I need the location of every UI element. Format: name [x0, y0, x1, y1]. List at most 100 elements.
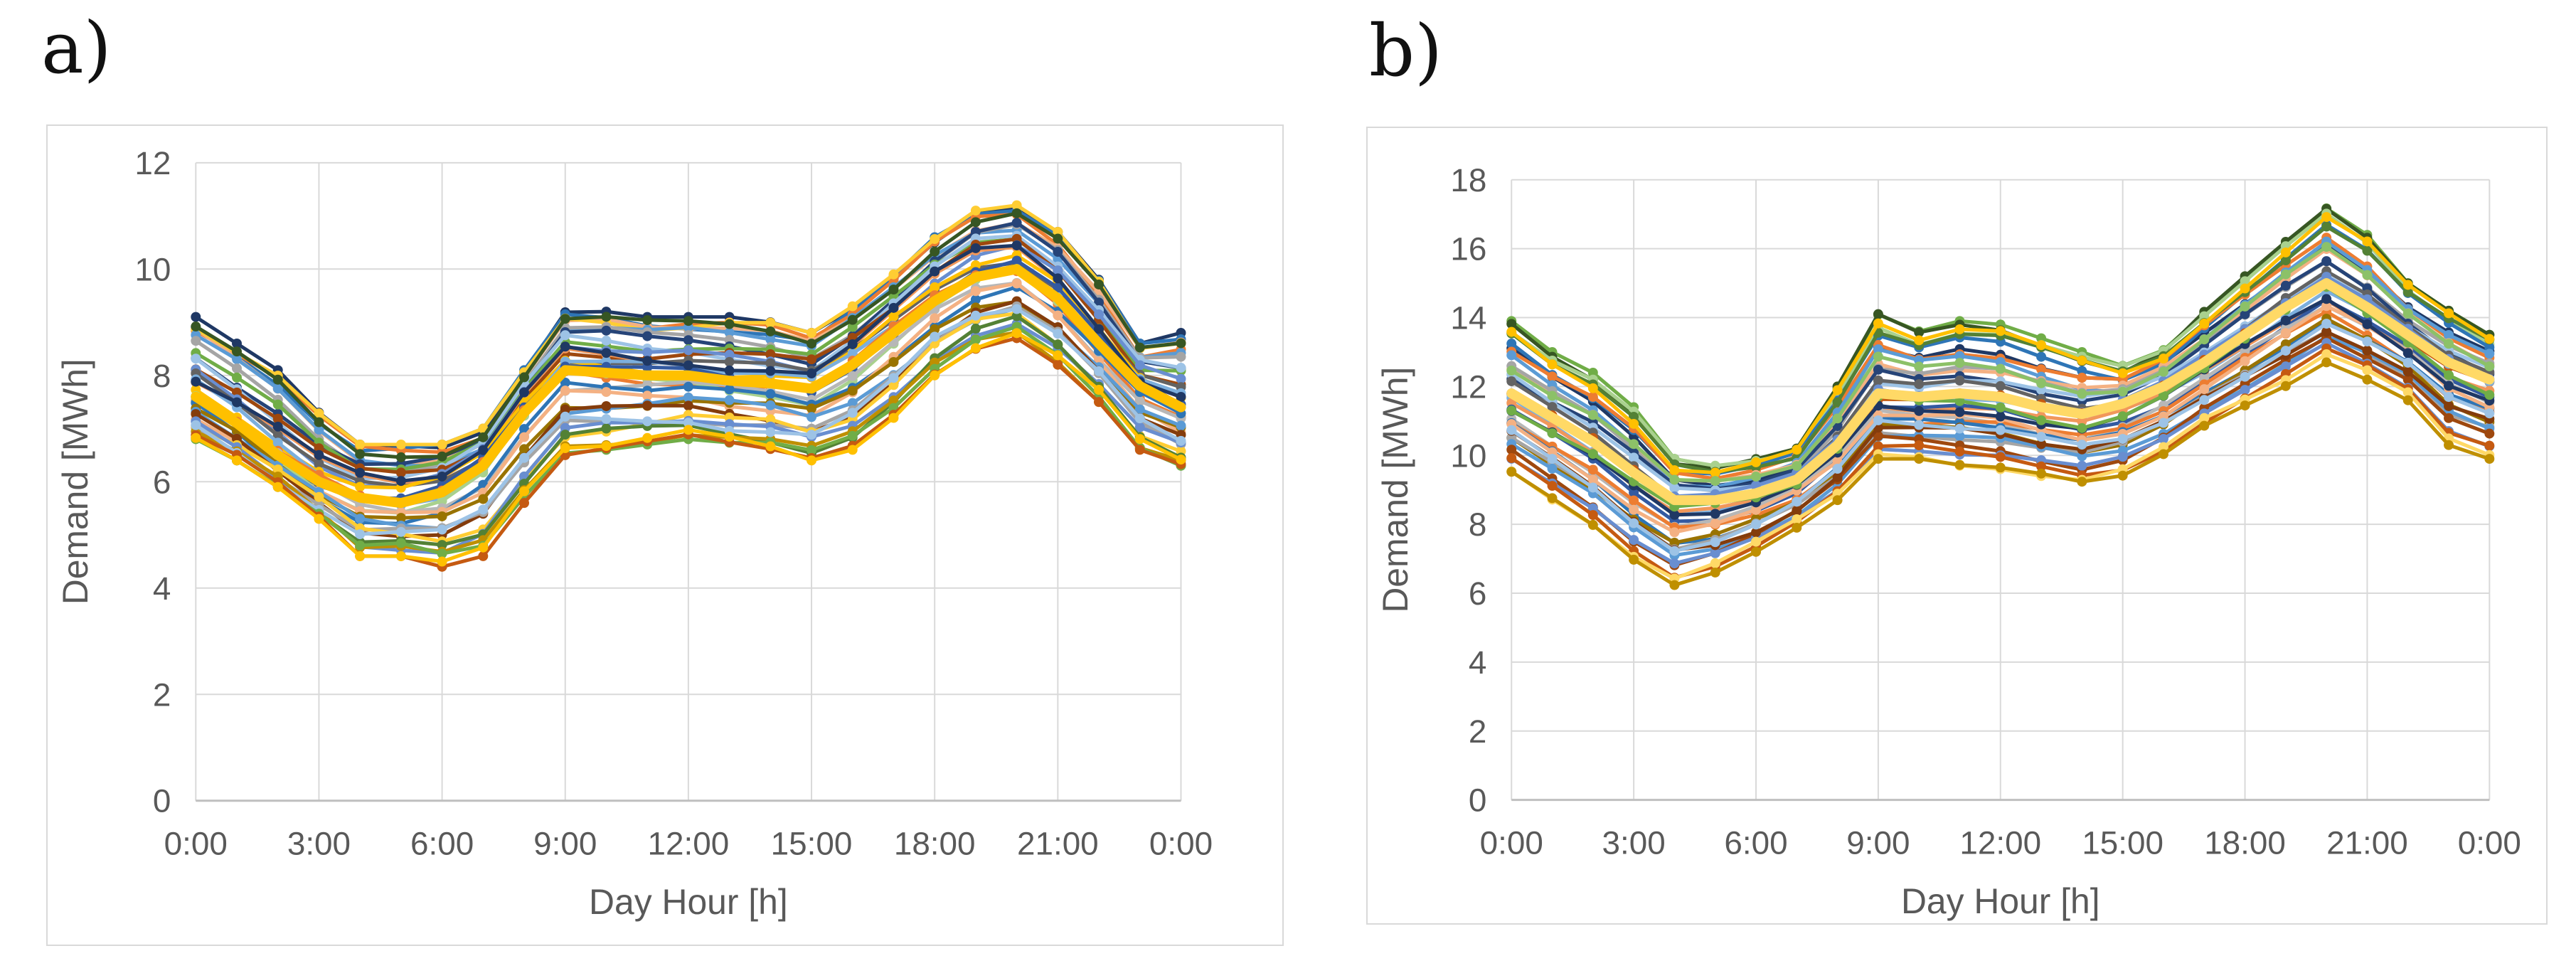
day-series-marker: [1629, 504, 1639, 515]
x-tick-label: 0:00: [164, 825, 228, 861]
day-series-marker: [272, 399, 283, 410]
day-series-marker: [601, 414, 612, 425]
day-series-marker: [2077, 440, 2087, 450]
day-series-marker: [807, 368, 817, 378]
day-series-marker: [191, 432, 201, 443]
day-series-marker: [560, 386, 570, 396]
day-series-marker: [970, 310, 981, 321]
day-series-marker: [1669, 558, 1680, 569]
day-series-marker: [1506, 453, 1517, 463]
day-series-marker: [1506, 339, 1517, 349]
x-tick-label: 21:00: [2326, 824, 2408, 861]
day-series-marker: [314, 425, 324, 435]
x-tick-label: 6:00: [1724, 824, 1787, 861]
day-series-marker: [2199, 334, 2210, 345]
day-series-marker: [1094, 385, 1105, 395]
day-series-marker: [724, 319, 735, 329]
day-series-marker: [1832, 495, 1843, 506]
day-series-marker: [478, 504, 489, 515]
day-series-marker: [355, 551, 366, 561]
day-series-marker: [2321, 212, 2332, 223]
mean-series-line: [191, 264, 1186, 509]
x-tick-label: 0:00: [1480, 824, 1543, 861]
day-series-marker: [1669, 580, 1680, 590]
day-series-marker: [1094, 279, 1105, 289]
day-series-marker: [2280, 269, 2291, 280]
day-series-marker: [930, 266, 940, 277]
y-tick-label: 2: [153, 676, 171, 713]
day-series-marker: [1873, 415, 1883, 425]
day-series-marker: [765, 358, 776, 368]
day-series-marker: [1873, 375, 1883, 386]
day-series-marker: [1751, 457, 1761, 467]
day-series-marker: [2402, 308, 2413, 319]
day-series-marker: [2036, 415, 2047, 425]
day-series-marker: [2484, 454, 2495, 464]
y-tick-label: 2: [1469, 713, 1487, 750]
day-series-marker: [1669, 483, 1680, 494]
day-series-marker: [724, 419, 735, 430]
day-series-marker: [888, 285, 899, 295]
day-series-marker: [395, 513, 406, 523]
day-series-marker: [1011, 328, 1022, 339]
day-series-marker: [1995, 381, 2006, 391]
x-tick-label: 3:00: [1602, 824, 1666, 861]
day-series-marker: [765, 400, 776, 410]
day-series-marker: [1710, 537, 1720, 548]
day-series-marker: [2280, 346, 2291, 356]
day-series-marker: [2402, 374, 2413, 385]
y-tick-label: 6: [153, 464, 171, 500]
day-series-marker: [2444, 339, 2454, 349]
day-series-marker: [2280, 315, 2291, 326]
day-series-marker: [1954, 459, 1965, 470]
day-series-marker: [2484, 349, 2495, 359]
day-series-marker: [1669, 546, 1680, 556]
day-series-marker: [2240, 276, 2250, 287]
day-series-marker: [1506, 425, 1517, 435]
x-tick-label: 0:00: [2458, 824, 2521, 861]
day-series-marker: [1914, 335, 1925, 346]
day-series-marker: [970, 343, 981, 354]
day-series-marker: [765, 427, 776, 437]
day-series-marker: [2402, 395, 2413, 405]
mean-series-line: [1506, 278, 2495, 506]
day-series-marker: [395, 439, 406, 450]
day-series-marker: [1710, 467, 1720, 478]
day-series-marker: [888, 373, 899, 383]
day-series-marker: [1176, 363, 1186, 373]
day-series-marker: [2077, 373, 2087, 383]
day-series-marker: [2158, 418, 2168, 428]
day-series-marker: [478, 432, 489, 442]
day-series-marker: [2362, 245, 2373, 256]
y-tick-label: 16: [1450, 231, 1486, 267]
day-series-marker: [1792, 461, 1802, 472]
day-series-marker: [847, 445, 858, 455]
day-series-marker: [1751, 472, 1761, 482]
day-series-marker: [2402, 280, 2413, 290]
day-series-marker: [724, 384, 735, 395]
day-series-marker: [1629, 452, 1639, 463]
day-series-marker: [437, 548, 447, 559]
day-series-marker: [2321, 221, 2332, 232]
day-series-marker: [1176, 392, 1186, 402]
day-series-marker: [1954, 358, 1965, 368]
day-series-marker: [1995, 402, 2006, 413]
day-series-marker: [314, 408, 324, 419]
day-series-marker: [2362, 336, 2373, 347]
day-series-marker: [888, 356, 899, 367]
day-series-marker: [683, 425, 693, 435]
day-series-marker: [1547, 359, 1558, 370]
day-series-marker: [1629, 412, 1639, 422]
day-series-marker: [2117, 411, 2128, 422]
day-series-marker: [2199, 413, 2210, 423]
chart-panel-a: 0 2 4 6 8 10 12 0:00 3:00 6:00 9:00 12:00 15:00 18:00…: [46, 124, 1284, 946]
day-series-marker: [807, 403, 817, 414]
day-series-marker: [930, 370, 940, 381]
day-series-marker: [1011, 304, 1022, 314]
day-series-marker: [272, 383, 283, 394]
day-series-marker: [2240, 371, 2250, 382]
day-series-marker: [2199, 384, 2210, 395]
day-series-marker: [437, 556, 447, 567]
day-series-marker: [2484, 361, 2495, 372]
day-series-marker: [1669, 474, 1680, 485]
